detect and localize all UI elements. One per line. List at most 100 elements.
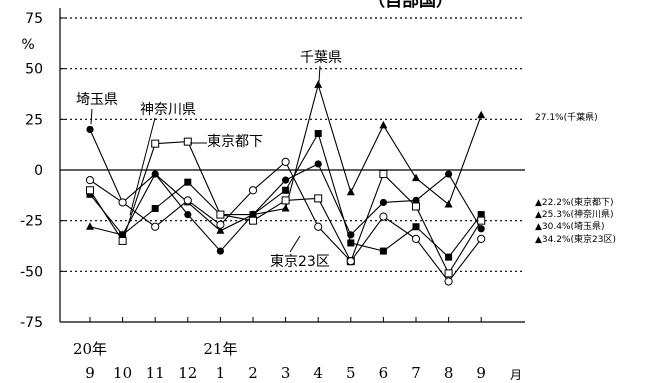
- x-tick-label: 10: [113, 364, 132, 382]
- x-tick-label: 4: [313, 364, 323, 382]
- leader-tokyo23: [289, 235, 301, 253]
- year-label: 21年: [203, 340, 237, 358]
- data-point: [151, 169, 160, 178]
- data-point: [151, 139, 160, 148]
- series-label-chiba: 千葉県: [300, 50, 342, 66]
- data-point: [151, 205, 159, 213]
- data-point: [347, 231, 355, 239]
- data-point: [249, 216, 257, 225]
- data-point: [379, 212, 388, 221]
- data-point: [314, 80, 323, 88]
- data-point: [281, 196, 290, 205]
- chart-title: （自部国）: [368, 0, 453, 11]
- data-point: [281, 157, 290, 166]
- x-tick-label: 3: [281, 364, 291, 382]
- series-label-tokyo-suburb: 東京都下: [207, 134, 263, 150]
- data-point: [314, 222, 323, 231]
- x-tick-label: 5: [346, 364, 356, 382]
- data-point: [249, 210, 257, 218]
- data-point: [477, 110, 486, 119]
- x-tick-label: 12: [178, 364, 197, 382]
- data-point: [184, 210, 192, 219]
- x-tick-label: 8: [444, 364, 454, 382]
- data-point: [85, 176, 95, 185]
- data-point: [151, 222, 160, 231]
- data-point: [477, 211, 485, 219]
- x-axis-unit: 月: [510, 368, 522, 382]
- series-markers: [85, 80, 486, 286]
- data-point: [411, 234, 421, 244]
- x-tick-label: 2: [248, 364, 258, 382]
- data-point: [445, 170, 453, 178]
- annotation-list-1: ▲25.3%(神奈川県): [535, 208, 614, 220]
- data-point: [379, 247, 387, 255]
- y-tick-label: 75: [25, 11, 43, 27]
- data-point: [346, 187, 355, 196]
- y-tick-labels: 75 50 25 0 -25 -50 -75: [20, 11, 43, 331]
- data-point: [347, 239, 355, 247]
- data-point: [412, 173, 420, 182]
- data-point: [282, 176, 290, 184]
- data-point: [379, 170, 388, 179]
- x-tick-label: 9: [476, 364, 486, 382]
- annotation-chiba: 27.1%(千葉県): [535, 111, 598, 123]
- data-point: [248, 186, 258, 195]
- data-point: [477, 225, 485, 233]
- data-point: [118, 198, 127, 207]
- x-tick-label: 9: [85, 364, 95, 382]
- annotation-list-0: ▲22.2%(東京都下): [535, 196, 614, 208]
- y-axis-unit: %: [21, 37, 34, 53]
- data-point: [477, 216, 486, 225]
- data-point: [444, 277, 453, 286]
- data-point: [444, 199, 453, 208]
- series-label-saitama: 埼玉県: [76, 92, 118, 108]
- axes: [59, 8, 525, 323]
- data-point: [444, 269, 453, 278]
- x-tick-label: 11: [146, 364, 165, 382]
- data-point: [216, 210, 225, 219]
- data-point: [183, 137, 192, 146]
- y-tick-label: -25: [20, 214, 43, 230]
- data-point: [216, 226, 225, 234]
- data-point: [379, 198, 387, 207]
- data-point: [118, 230, 127, 238]
- year-label: 20年: [73, 340, 107, 358]
- data-point: [86, 190, 94, 198]
- data-point: [216, 220, 225, 229]
- data-point: [282, 186, 290, 194]
- data-point: [477, 234, 486, 244]
- leader-kanagawa: [129, 117, 156, 216]
- data-point: [86, 125, 94, 134]
- y-tick-label: 25: [25, 112, 43, 128]
- data-point: [314, 194, 323, 203]
- data-point: [183, 196, 192, 205]
- data-point: [379, 120, 388, 129]
- leader-saitama: [90, 108, 93, 125]
- x-tick-label: 1: [216, 364, 226, 382]
- data-point: [118, 236, 127, 245]
- x-tick-label: 6: [379, 364, 389, 382]
- annotation-list-2: ▲30.4%(埼玉県): [535, 220, 605, 232]
- data-point: [412, 223, 420, 231]
- data-point: [314, 160, 322, 168]
- x-tick-label: 7: [411, 364, 421, 382]
- data-point: [314, 130, 322, 138]
- y-tick-label: -75: [20, 315, 43, 331]
- data-point: [412, 202, 420, 211]
- data-point: [86, 222, 94, 230]
- series-label-kanagawa: 神奈川県: [140, 102, 196, 118]
- data-point: [445, 253, 453, 261]
- data-point: [281, 204, 290, 212]
- gridlines: [60, 17, 525, 272]
- y-tick-label: -50: [20, 264, 43, 280]
- data-point: [412, 196, 420, 204]
- annotation-list-3: ▲34.2%(東京23区): [535, 233, 616, 245]
- y-tick-label: 50: [25, 62, 43, 78]
- y-tick-label: 0: [34, 163, 43, 179]
- leader-chiba: [318, 65, 321, 83]
- data-point: [86, 186, 94, 195]
- data-point: [216, 247, 224, 255]
- data-point: [346, 257, 355, 266]
